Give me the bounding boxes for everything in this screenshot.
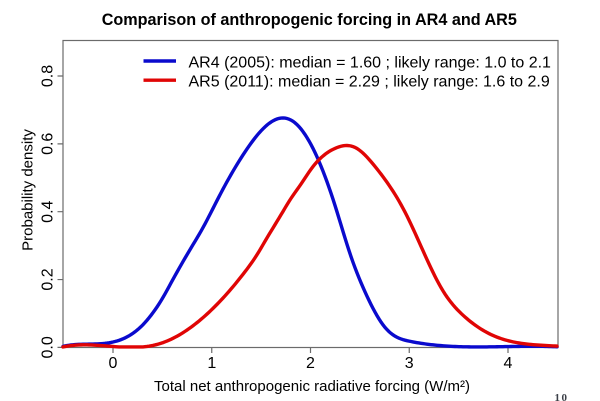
svg-text:2: 2 — [306, 355, 315, 372]
svg-text:0.8: 0.8 — [39, 65, 56, 87]
svg-text:0: 0 — [109, 355, 118, 372]
svg-text:0.6: 0.6 — [39, 133, 56, 155]
svg-text:AR4 (2005): median = 1.60 ; li: AR4 (2005): median = 1.60 ; likely range… — [189, 54, 552, 71]
svg-text:10: 10 — [555, 392, 569, 401]
svg-text:AR5 (2011): median = 2.29 ; li: AR5 (2011): median = 2.29 ; likely range… — [189, 74, 550, 91]
svg-text:0.0: 0.0 — [39, 336, 56, 358]
svg-text:0.4: 0.4 — [39, 200, 56, 222]
svg-text:0.2: 0.2 — [39, 268, 56, 290]
svg-text:Probability density: Probability density — [20, 129, 37, 251]
svg-text:4: 4 — [504, 355, 513, 372]
svg-text:3: 3 — [405, 355, 414, 372]
svg-text:1: 1 — [207, 355, 216, 372]
svg-text:Comparison of anthropogenic fo: Comparison of anthropogenic forcing in A… — [102, 11, 517, 29]
svg-text:Total net anthropogenic radiat: Total net anthropogenic radiative forcin… — [154, 378, 470, 395]
